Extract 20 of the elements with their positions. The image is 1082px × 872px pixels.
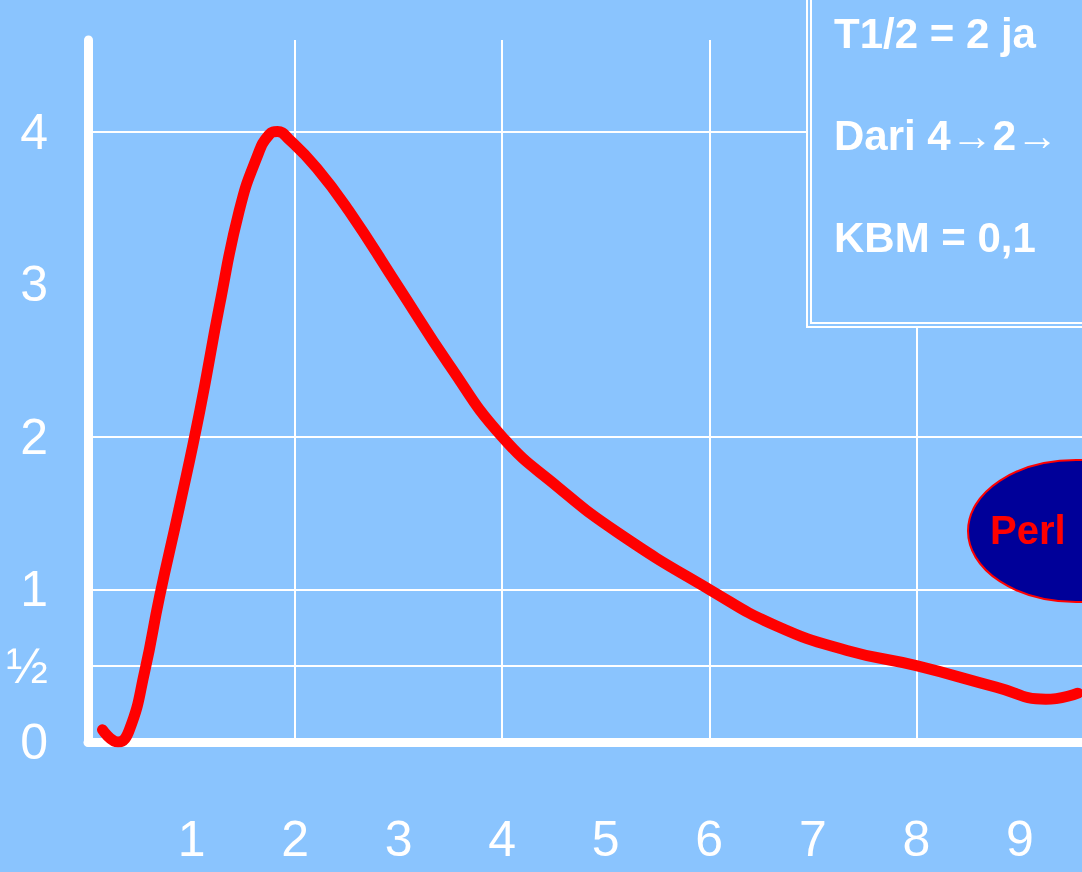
y-tick-label: 1 (20, 561, 48, 618)
annotation: T1/2 = 2 ja (834, 10, 1037, 59)
x-tick-label: 4 (488, 811, 517, 867)
x-tick-label: 5 (591, 811, 620, 867)
x-tick-label: 1 (177, 811, 206, 867)
y-tick-label: ½ (6, 637, 48, 694)
y-tick-label: 2 (20, 408, 48, 465)
text-frame: T1/2 = 2 ja Dari 4→2→ KBM = 0,1 (806, 0, 1082, 328)
x-tick-label: 2 (281, 811, 309, 867)
x-tick-label: 8 (902, 811, 931, 867)
annotation: KBM = 0,1 (834, 214, 1037, 263)
y-tick-label: 0 (20, 714, 48, 770)
y-tick-label: 4 (20, 103, 48, 160)
x-tick-label: 9 (1005, 811, 1034, 867)
x-tick-label: 7 (798, 811, 827, 867)
y-tick-label: 3 (20, 256, 48, 313)
annotation: Dari 4→2→ (834, 112, 1060, 161)
x-tick-label: 6 (695, 811, 724, 867)
annotation: Perl (990, 508, 1066, 553)
x-tick-label: 3 (384, 811, 413, 867)
